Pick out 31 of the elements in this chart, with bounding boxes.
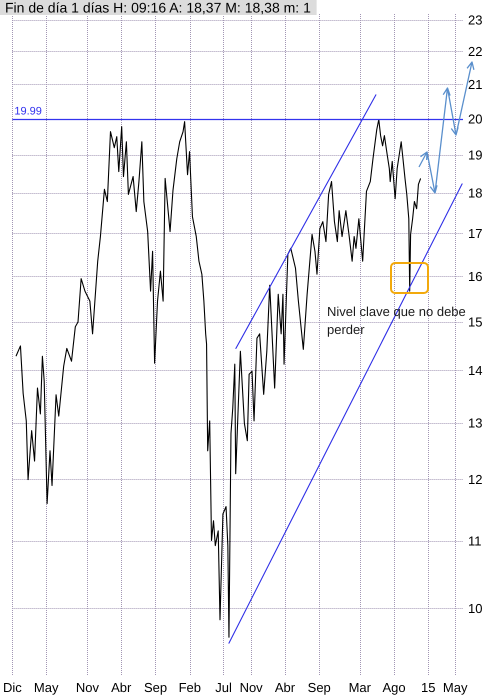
- x-tick-label: Nov: [240, 680, 264, 695]
- ref-line-label: 19.99: [14, 106, 42, 118]
- y-tick-label: 23: [468, 12, 482, 28]
- y-tick-label: 19: [468, 148, 482, 163]
- y-tick-label: 17: [468, 226, 482, 242]
- x-tick-label: Abr: [274, 680, 296, 695]
- x-tick-label: Jul: [215, 680, 232, 695]
- y-tick-label: 18: [468, 186, 482, 201]
- x-tick-label: Ago: [382, 680, 406, 695]
- y-tick-label: 16: [468, 268, 482, 284]
- line-series: [16, 118, 421, 638]
- x-tick-label: May: [34, 680, 59, 695]
- y-tick-label: 15: [468, 314, 482, 330]
- x-tick-label: Feb: [178, 680, 201, 695]
- y-tick-label: 10: [468, 600, 482, 616]
- y-tick-label: 11: [468, 534, 482, 549]
- chart-title: Fin de día 1 días H: 09:16 A: 18,37 M: 18,38 m: 1: [5, 0, 312, 16]
- y-tick-label: 20: [468, 111, 482, 126]
- x-tick-label: Nov: [76, 680, 100, 695]
- y-tick-label: 14: [468, 363, 482, 378]
- x-tick-label: Mar: [348, 680, 372, 695]
- x-tick-label: Sep: [308, 680, 331, 695]
- x-tick-label: Sep: [144, 680, 168, 695]
- x-tick-label: 15: [421, 680, 436, 695]
- y-tick-label: 13: [468, 416, 482, 431]
- y-tick-label: 21: [468, 76, 482, 92]
- y-tick-label: 12: [468, 472, 482, 488]
- x-tick-label: Abr: [111, 680, 132, 695]
- x-tick-label: May: [442, 680, 468, 695]
- y-tick-label: 22: [468, 44, 482, 60]
- x-tick-label: Dic: [3, 680, 22, 695]
